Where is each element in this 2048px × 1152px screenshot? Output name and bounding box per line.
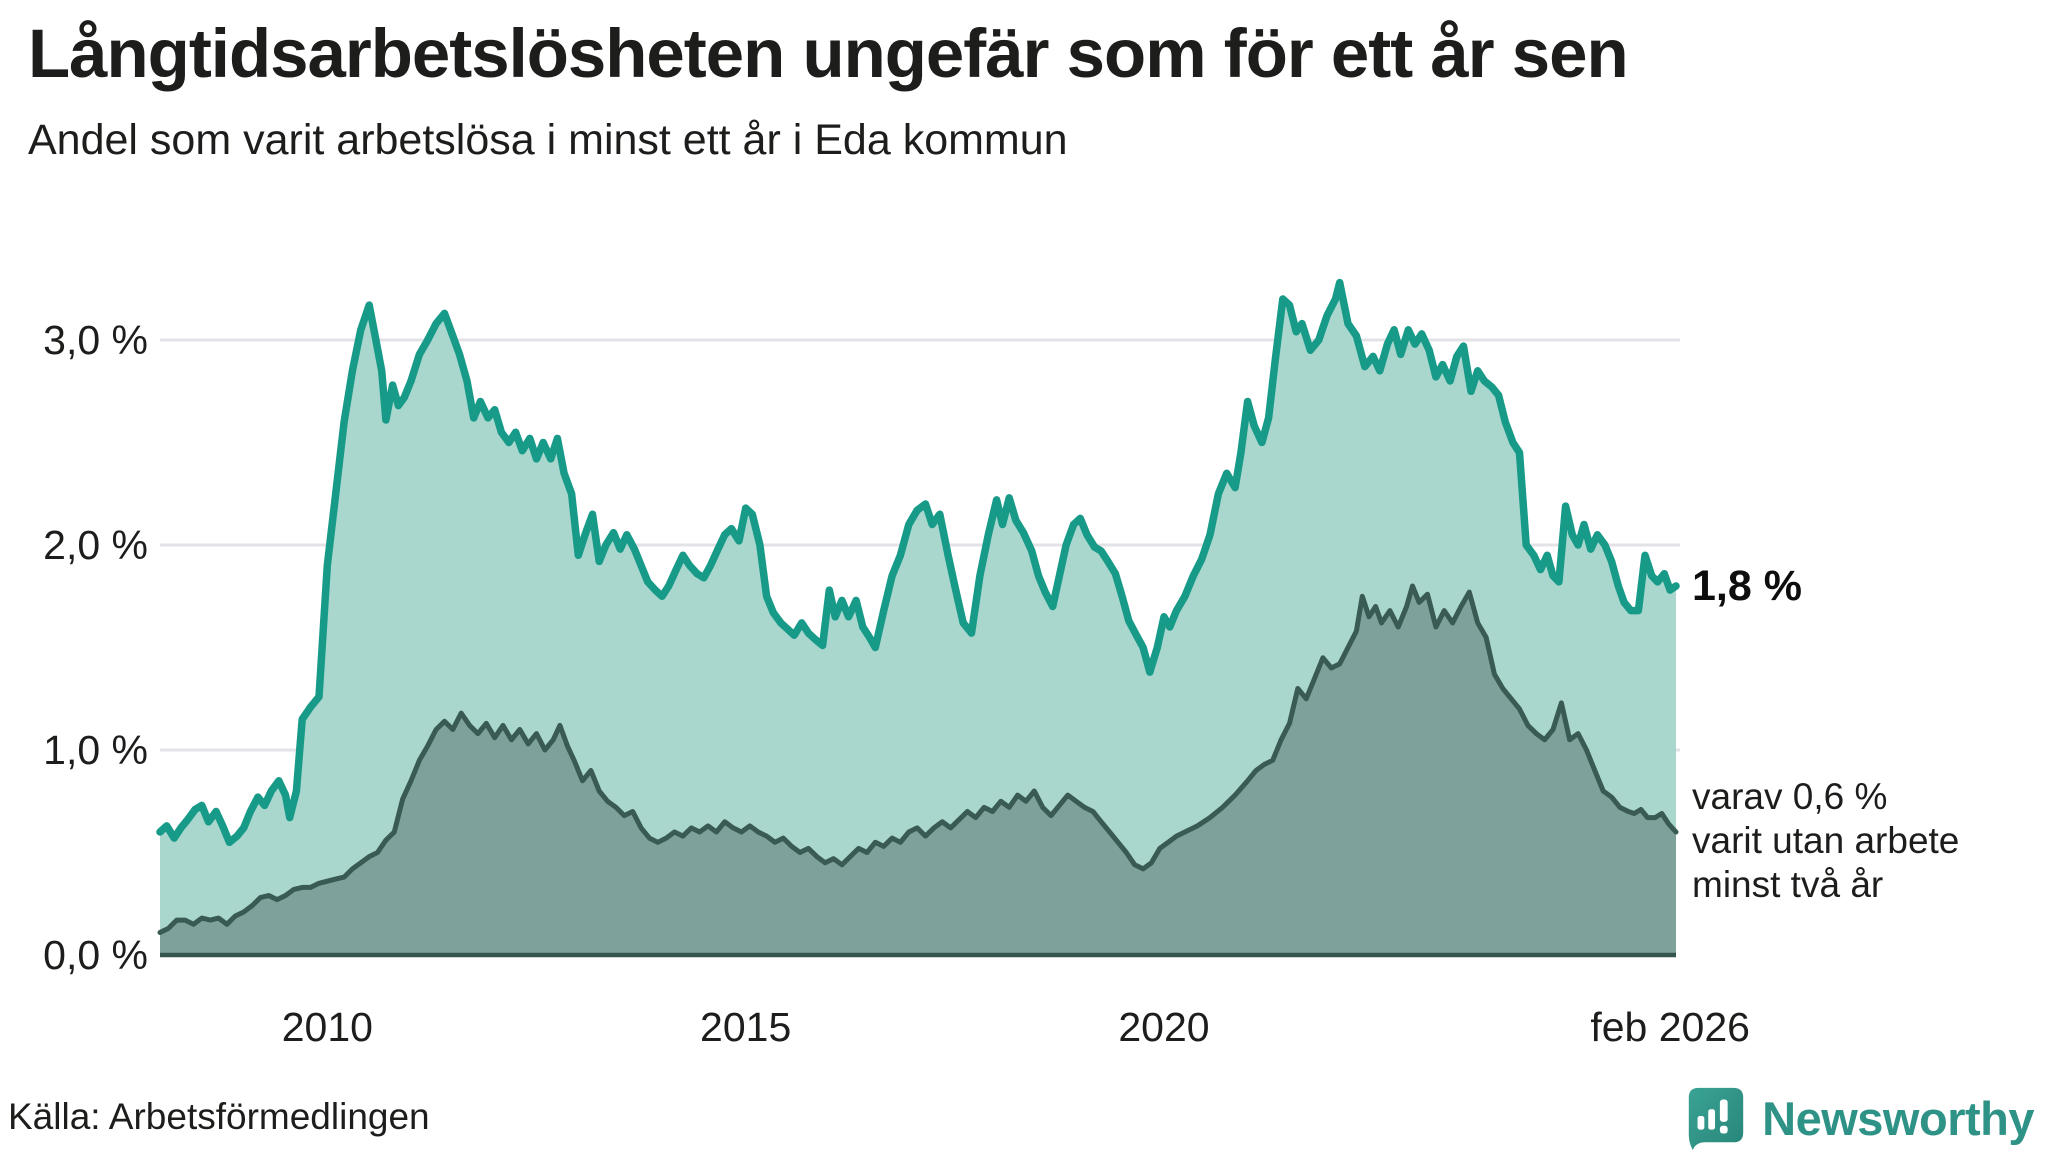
speech-bubble-shape xyxy=(1688,1087,1744,1151)
source-note: Källa: Arbetsförmedlingen xyxy=(8,1096,430,1137)
y-axis-tick-label: 2,0 % xyxy=(43,522,148,568)
series2-line xyxy=(157,583,1679,935)
series2-end-note-line3: minst två år xyxy=(1692,864,1884,905)
series2-end-note-line2: varit utan arbete xyxy=(1692,820,1960,861)
y-axis-tick-label: 3,0 % xyxy=(43,317,148,363)
x-axis-tick-label: 2020 xyxy=(1118,1004,1210,1050)
y-axis-tick-label: 0,0 % xyxy=(43,932,148,978)
x-axis-tick-label: feb 2026 xyxy=(1590,1004,1750,1050)
x-axis-tick-label: 2015 xyxy=(700,1004,792,1050)
series1-line xyxy=(156,278,1680,847)
page-title: Långtidsarbetslösheten ungefär som för e… xyxy=(28,15,1629,92)
x-axis-tick-label: 2010 xyxy=(281,1004,373,1050)
y-axis-tick-label: 1,0 % xyxy=(43,727,148,773)
series2-end-note: varav 0,6 % varit utan arbete minst två … xyxy=(1692,775,1959,907)
series2-area xyxy=(160,586,1676,955)
newsworthy-logo-icon xyxy=(1688,1087,1744,1151)
series2-end-note-line1: varav 0,6 % xyxy=(1692,776,1888,817)
bar-chart-icon xyxy=(1697,1116,1705,1130)
series1-end-value-label: 1,8 % xyxy=(1692,562,1802,610)
newsworthy-wordmark: Newsworthy xyxy=(1762,1091,2034,1145)
chart-subtitle: Andel som varit arbetslösa i minst ett å… xyxy=(28,116,1068,164)
newsworthy-logo: Newsworthy xyxy=(1684,1084,2034,1152)
